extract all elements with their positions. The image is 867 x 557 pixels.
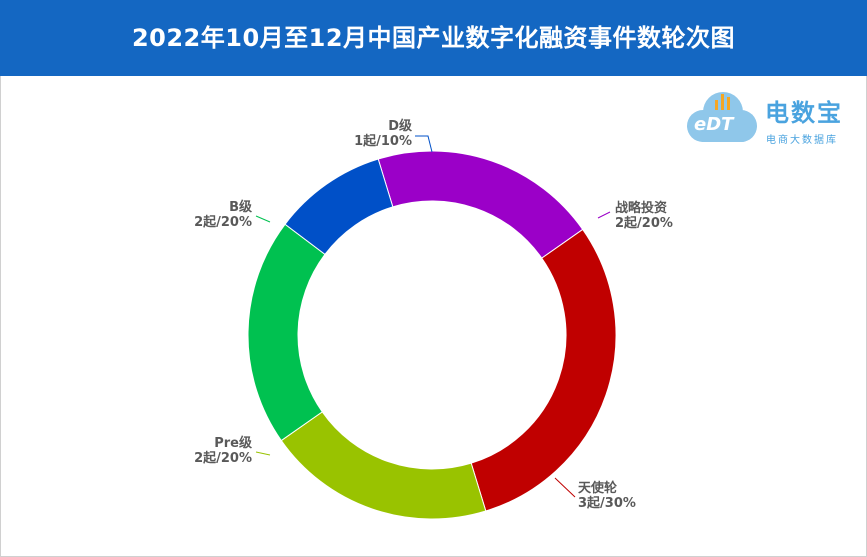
donut-slice-2[interactable]	[470, 228, 617, 512]
logo-mark: eDT	[694, 114, 734, 135]
donut-slice-4[interactable]	[247, 223, 326, 442]
logo-name: 电数宝	[765, 99, 843, 127]
donut-slice-3[interactable]	[280, 411, 487, 520]
slice-value-label-4: 2起/20%	[194, 214, 252, 230]
slice-value-label-5: 1起/10%	[354, 133, 412, 149]
logo-subtitle: 电商大数据库	[766, 135, 838, 146]
chart-title: 2022年10月至12月中国产业数字化融资事件数轮次图	[131, 24, 736, 52]
leader-line-4	[255, 215, 271, 223]
slice-name-label-3: Pre级	[214, 435, 253, 451]
slice-value-label-1: 2起/20%	[615, 215, 673, 231]
leader-line-5	[415, 135, 433, 153]
slice-name-label-2: 天使轮	[578, 480, 617, 496]
donut-slice-5[interactable]	[284, 158, 394, 256]
donut-slice-1[interactable]	[377, 150, 584, 259]
logo-cloud-icon	[687, 92, 757, 142]
leader-line-3	[255, 451, 271, 456]
slice-value-label-2: 3起/30%	[578, 495, 636, 511]
leader-line-2	[554, 477, 576, 498]
slice-value-label-3: 2起/20%	[194, 450, 252, 466]
slice-name-label-4: B级	[229, 199, 253, 215]
leader-line-1	[597, 211, 611, 219]
title-bar	[0, 0, 867, 76]
slice-name-label-1: 战略投资	[615, 200, 667, 216]
slice-name-label-5: D级	[388, 118, 413, 134]
